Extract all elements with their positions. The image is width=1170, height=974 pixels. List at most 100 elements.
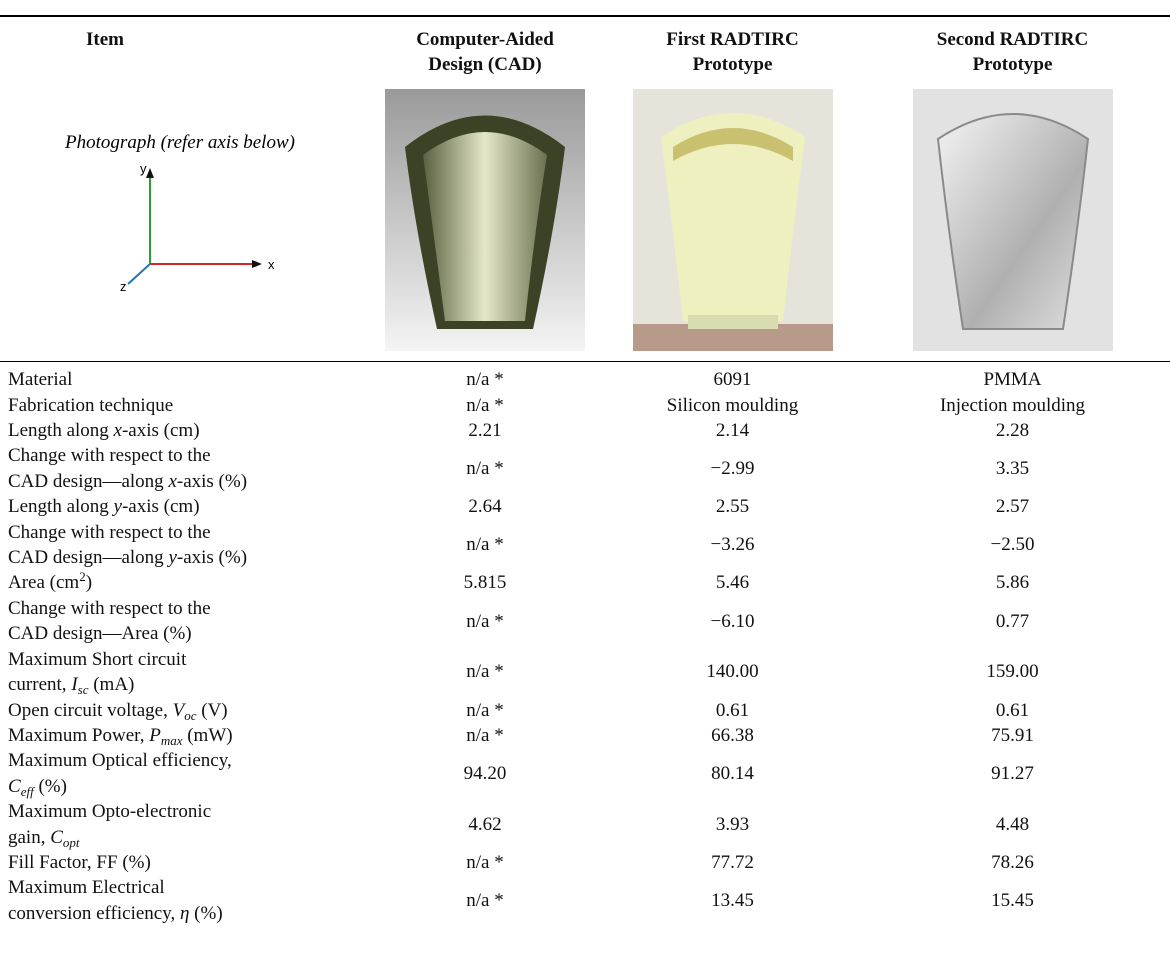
row-label: Maximum Electrical conversion efficiency,… xyxy=(0,875,360,926)
label-text: Material xyxy=(8,369,73,391)
cell: 0.61 xyxy=(995,699,1030,721)
label-text: current, xyxy=(8,674,72,696)
label-line: Length along x-axis (cm) xyxy=(8,418,360,443)
table-row: Change with respect to the CAD design—Are… xyxy=(0,596,1170,647)
cell: 2.14 xyxy=(715,420,750,442)
row-label: Open circuit voltage, Voc (V) xyxy=(0,698,360,723)
cell: Injection moulding xyxy=(939,394,1086,416)
header-line: First RADTIRC xyxy=(666,29,799,50)
label-line: Fill Factor, FF (%) xyxy=(8,850,360,875)
header-cell: Item xyxy=(0,15,360,86)
cell: 3.35 xyxy=(995,458,1030,480)
label-line: Length along y-axis (cm) xyxy=(8,494,360,519)
cell: 5.86 xyxy=(995,572,1030,594)
row-label: Maximum Short circuit current, Isc (mA) xyxy=(0,647,360,698)
header-cell: Second RADTIRC Prototype xyxy=(855,15,1170,86)
label-text: η xyxy=(179,902,190,924)
label-text: (V) xyxy=(196,699,228,721)
label-line: CAD design—along x-axis (%) xyxy=(8,469,360,494)
label-text: Maximum Optical efficiency, xyxy=(8,750,232,772)
axis-label: y xyxy=(140,161,147,176)
header-line: Item xyxy=(86,29,124,50)
cell: 2.28 xyxy=(995,420,1030,442)
cad-image xyxy=(385,88,585,351)
label-text: Maximum Short circuit xyxy=(8,648,187,670)
row-label: Change with respect to the CAD design—alo… xyxy=(0,443,360,494)
table-row: Maximum Power, Pmax (mW) n/a * 66.38 75.91 xyxy=(0,723,1170,748)
photo-label-cell: Photograph (refer axis below) y x z xyxy=(0,85,360,363)
header-cell: First RADTIRC Prototype xyxy=(610,15,855,86)
label-text: I xyxy=(71,674,78,696)
cell: n/a * xyxy=(466,661,504,683)
row-label: Area (cm2) xyxy=(0,570,360,595)
cell: 6091 xyxy=(713,369,752,391)
label-text: Maximum Electrical xyxy=(8,877,165,899)
row-label: Maximum Power, Pmax (mW) xyxy=(0,723,360,748)
label-text: Change with respect to the xyxy=(8,521,211,543)
cell: n/a * xyxy=(466,369,504,391)
label-text: CAD design—along xyxy=(8,547,169,569)
label-text: Length along xyxy=(8,420,114,442)
first-prototype-image xyxy=(632,88,833,351)
cell: n/a * xyxy=(466,394,504,416)
label-text: -axis (%) xyxy=(176,547,248,569)
table-row: Open circuit voltage, Voc (V) n/a * 0.61 0.… xyxy=(0,698,1170,723)
table-row: Length along y-axis (cm) 2.64 2.55 2.57 xyxy=(0,494,1170,519)
label-text: Maximum Opto-electronic xyxy=(8,801,212,823)
label-line: CAD design—Area (%) xyxy=(8,621,360,646)
label-text: max xyxy=(160,732,183,748)
label-text: eff xyxy=(20,783,34,799)
table-row: Maximum Optical efficiency, Ceff (%) 94.20… xyxy=(0,748,1170,799)
label-text: CAD design—Area (%) xyxy=(8,623,192,645)
photo-cell xyxy=(610,85,855,363)
photo-cell xyxy=(855,85,1170,363)
cell: −2.50 xyxy=(990,534,1035,556)
cell: 140.00 xyxy=(706,661,759,683)
label-text: Fill Factor, FF (%) xyxy=(8,851,151,873)
cell: 4.48 xyxy=(995,813,1030,835)
label-text: Change with respect to the xyxy=(8,445,211,467)
label-text: -axis (cm) xyxy=(121,420,200,442)
cell: 0.61 xyxy=(715,699,750,721)
header-line: Design (CAD) xyxy=(428,54,542,76)
label-text: conversion efficiency, xyxy=(8,902,180,924)
cell: 13.45 xyxy=(711,890,754,912)
label-text: oc xyxy=(184,707,197,723)
cell: n/a * xyxy=(466,890,504,912)
header-line: Computer-Aided xyxy=(416,29,554,50)
table-row: Maximum Short circuit current, Isc (mA) n/… xyxy=(0,647,1170,698)
table-row: Change with respect to the CAD design—alo… xyxy=(0,520,1170,571)
cell: 78.26 xyxy=(991,851,1034,873)
label-text: ) xyxy=(85,572,93,594)
label-line: conversion efficiency, η (%) xyxy=(8,901,360,926)
label-line: Change with respect to the xyxy=(8,596,360,621)
cell: −6.10 xyxy=(710,610,755,632)
cell: n/a * xyxy=(466,724,504,746)
cell: 2.21 xyxy=(468,420,502,442)
cell: 94.20 xyxy=(463,763,507,785)
cell: 5.815 xyxy=(463,572,507,594)
cell: 77.72 xyxy=(711,851,754,873)
cell: n/a * xyxy=(466,534,504,556)
label-text: C xyxy=(50,826,63,848)
label-line: current, Isc (mA) xyxy=(8,672,360,697)
cell: 91.27 xyxy=(991,763,1034,785)
label-line: Ceff (%) xyxy=(8,774,360,799)
label-text: P xyxy=(149,724,161,746)
label-text: 2 xyxy=(79,569,86,585)
row-label: Material xyxy=(0,362,360,393)
cell: PMMA xyxy=(983,369,1042,391)
label-text: (%) xyxy=(189,902,223,924)
label-line: Maximum Opto-electronic xyxy=(8,799,360,824)
label-text: (mA) xyxy=(88,674,135,696)
label-text: C xyxy=(8,775,21,797)
cell: 3.93 xyxy=(715,813,750,835)
label-text: (mW) xyxy=(182,724,233,746)
label-line: Maximum Electrical xyxy=(8,875,360,900)
cell: Silicon moulding xyxy=(666,394,799,416)
table-body: Material n/a * 6091 PMMA Fabrication techniq… xyxy=(0,362,1170,926)
cell: 4.62 xyxy=(468,813,502,835)
page: {"header": [["Item"], ["Computer-Aided",… xyxy=(0,15,1170,974)
cell: −3.26 xyxy=(710,534,755,556)
axis-label: z xyxy=(120,279,127,294)
